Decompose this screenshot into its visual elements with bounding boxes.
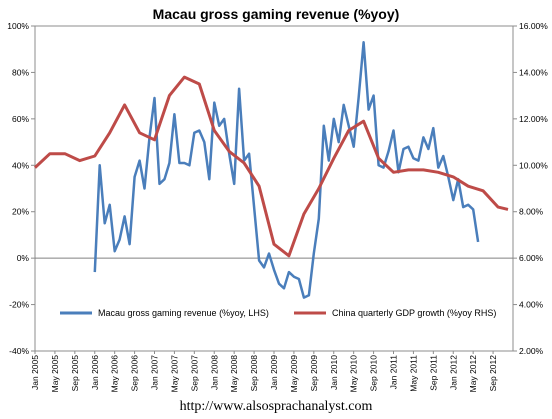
plot-frame (34, 25, 514, 352)
x-tick-label: Sep 2009 (309, 355, 319, 392)
x-tick-label: Sep 2007 (189, 355, 199, 392)
x-tick-label: May 2011 (408, 355, 418, 392)
right-tick-label: 4.00% (519, 300, 544, 310)
series-line-china-gdp (33, 75, 509, 258)
left-tick-label: 40% (12, 160, 29, 170)
right-tick-label: 12.00% (519, 114, 548, 124)
right-tick-label: 10.00% (519, 160, 548, 170)
x-tick-label: Sep 2010 (369, 355, 379, 392)
left-tick-label: 20% (12, 207, 29, 217)
x-tick-label: May 2008 (229, 355, 239, 393)
right-tick-label: 14.00% (519, 67, 548, 77)
x-tick-label: Sep 2012 (488, 355, 498, 392)
x-tick-label: Jan 2005 (30, 355, 40, 390)
x-tick-label: May 2009 (289, 355, 299, 393)
x-tick-label: Sep 2006 (130, 355, 140, 392)
legend-label-macau: Macau gross gaming revenue (%yoy, LHS) (98, 308, 269, 318)
x-tick-label: Sep 2008 (249, 355, 259, 392)
left-tick-label: 0% (17, 253, 30, 263)
right-axis: 2.00% 4.00% 6.00% 8.00% 10.00% 12.00% 14.00% 16… (513, 21, 548, 356)
legend: Macau gross gaming revenue (%yoy, LHS) C… (60, 308, 496, 318)
x-tick-label: May 2007 (169, 355, 179, 393)
right-tick-label: 2.00% (519, 346, 544, 356)
x-tick-label: May 2006 (110, 355, 120, 393)
x-tick-label: Jan 2007 (150, 355, 160, 390)
series-line-macau (93, 41, 480, 299)
x-tick-label: May 2010 (349, 355, 359, 393)
left-axis: -40% -20% 0% 20% 40% 60% 80% 100% (7, 21, 35, 356)
left-tick-label: 100% (7, 21, 29, 31)
right-tick-label: 16.00% (519, 21, 548, 31)
right-tick-label: 8.00% (519, 207, 544, 217)
source-url: http://www.alsosprachanalyst.com (179, 399, 373, 414)
legend-label-china-gdp: China quarterly GDP growth (%yoy RHS) (332, 308, 496, 318)
left-tick-label: -20% (9, 300, 29, 310)
x-tick-label: Jan 2012 (448, 355, 458, 390)
x-tick-label: Jan 2006 (90, 355, 100, 390)
left-tick-label: 80% (12, 67, 29, 77)
x-tick-label: Jan 2008 (209, 355, 219, 390)
left-tick-label: -40% (9, 346, 29, 356)
x-tick-label: Sep 2011 (428, 355, 438, 391)
x-tick-label: Jan 2010 (329, 355, 339, 390)
left-tick-label: 60% (12, 114, 29, 124)
x-tick-label: Jan 2011 (389, 355, 399, 390)
x-tick-label: Sep 2005 (70, 355, 80, 392)
x-axis: Jan 2005 May 2005 Sep 2005 Jan 2006 May 2006… (30, 351, 498, 392)
chart-title: Macau gross gaming revenue (%yoy) (152, 6, 400, 22)
x-tick-label: May 2012 (468, 355, 478, 393)
x-tick-label: Jan 2009 (269, 355, 279, 390)
right-tick-label: 6.00% (519, 253, 544, 263)
x-tick-label: May 2005 (50, 355, 60, 393)
